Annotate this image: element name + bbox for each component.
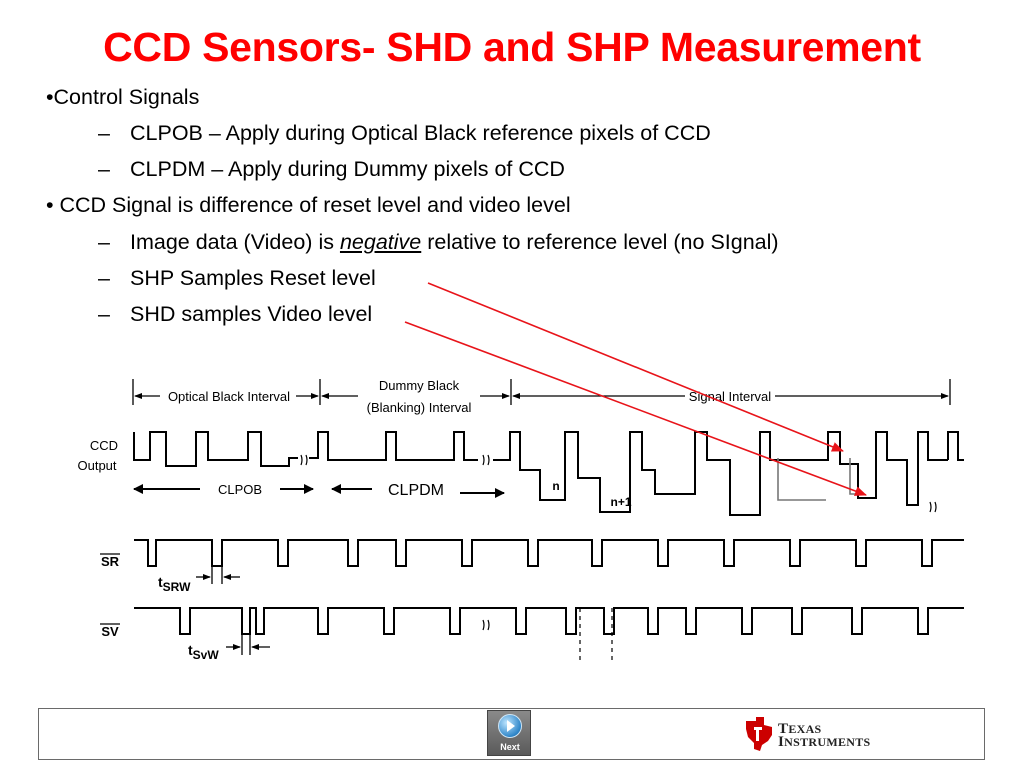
sub-bullet-clpdm: – CLPDM – Apply during Dummy pixels of CC… bbox=[98, 157, 565, 182]
dash-marker: – bbox=[98, 302, 110, 326]
sub-bullet-clpob: – CLPOB – Apply during Optical Black refe… bbox=[98, 121, 711, 146]
sub-bullet-shp: – SHP Samples Reset level bbox=[98, 266, 376, 291]
break-marks bbox=[300, 454, 937, 513]
play-arrow-icon bbox=[507, 720, 515, 732]
dash-marker: – bbox=[98, 230, 110, 254]
sr-label: SR bbox=[101, 554, 120, 569]
tsvw-label: tSvW bbox=[188, 642, 219, 662]
signal-interval-label: Signal Interval bbox=[689, 389, 771, 404]
dash-marker: – bbox=[98, 157, 110, 181]
sub-bullet-text: CLPDM – Apply during Dummy pixels of CCD bbox=[130, 157, 565, 181]
pixel-n1-label: n+1 bbox=[610, 495, 631, 509]
bullet-list: •Control Signals – CLPOB – Apply during O… bbox=[0, 0, 1024, 340]
sub-bullet-shd: – SHD samples Video level bbox=[98, 302, 372, 327]
pixel-n-label: n bbox=[552, 479, 559, 493]
tsvw-arrows bbox=[226, 635, 270, 655]
optical-black-interval-label: Optical Black Interval bbox=[168, 389, 290, 404]
sub-bullet-image-data: – Image data (Video) is negative relative… bbox=[98, 230, 779, 255]
tsrw-label: tSRW bbox=[158, 574, 191, 594]
sv-break-marks bbox=[482, 619, 490, 631]
sub-bullet-text: SHP Samples Reset level bbox=[130, 266, 376, 290]
bullet-ccd-signal: • CCD Signal is difference of reset leve… bbox=[46, 193, 571, 217]
bullet-control-signals: •Control Signals bbox=[46, 85, 200, 109]
sub-bullet-text: SHD samples Video level bbox=[130, 302, 373, 326]
next-button[interactable]: Next bbox=[487, 710, 531, 756]
ccd-output-waveform bbox=[133, 431, 964, 516]
dummy-black-label: Dummy Black bbox=[379, 378, 460, 393]
tsvw-subscript: SvW bbox=[193, 648, 220, 662]
ti-initial-i: I bbox=[778, 734, 785, 750]
ti-text-line2: INSTRUMENTS bbox=[778, 734, 871, 751]
sub-bullet-text: Image data (Video) is bbox=[130, 230, 340, 254]
ccd-label: CCD bbox=[90, 438, 118, 453]
output-label: Output bbox=[77, 458, 116, 473]
ti-text-line1: TEXAS bbox=[778, 721, 822, 738]
timing-diagram: Optical Black Interval Dummy Black (Blan… bbox=[77, 282, 964, 662]
dash-marker: – bbox=[98, 266, 110, 290]
annotation-arrows bbox=[404, 282, 867, 496]
tsrw-arrows bbox=[196, 567, 240, 584]
sub-bullet-text: CLPOB – Apply during Optical Black refer… bbox=[130, 121, 711, 145]
ti-word-exas: EXAS bbox=[788, 722, 822, 736]
tsvw-t: t bbox=[188, 642, 193, 658]
dash-marker: – bbox=[98, 121, 110, 145]
emphasis-negative: negative bbox=[339, 230, 422, 254]
sv-dashed-markers bbox=[579, 608, 613, 660]
slide-title: CCD Sensors- SHD and SHP Measurement bbox=[103, 24, 921, 70]
sr-waveform bbox=[134, 539, 964, 567]
clamp-arrows bbox=[133, 484, 505, 498]
ti-initial-t: T bbox=[778, 721, 789, 737]
clpob-label: CLPOB bbox=[218, 482, 262, 497]
next-label: Next bbox=[500, 742, 520, 752]
sub-bullet-text: relative to reference level (no SIgnal) bbox=[421, 230, 779, 254]
clpdm-label: CLPDM bbox=[388, 482, 444, 499]
interval-header bbox=[132, 379, 951, 405]
shd-video-arrow bbox=[404, 321, 867, 496]
texas-instruments-logo: TEXAS INSTRUMENTS bbox=[742, 715, 882, 755]
sv-label: SV bbox=[101, 624, 119, 639]
ti-word-nstruments: NSTRUMENTS bbox=[784, 735, 871, 749]
shp-reset-arrow bbox=[427, 282, 844, 452]
sv-waveform bbox=[134, 607, 964, 635]
tsrw-t: t bbox=[158, 574, 163, 590]
blanking-interval-label: (Blanking) Interval bbox=[367, 400, 472, 415]
tsrw-subscript: SRW bbox=[163, 580, 191, 594]
ti-state-icon bbox=[746, 717, 772, 751]
